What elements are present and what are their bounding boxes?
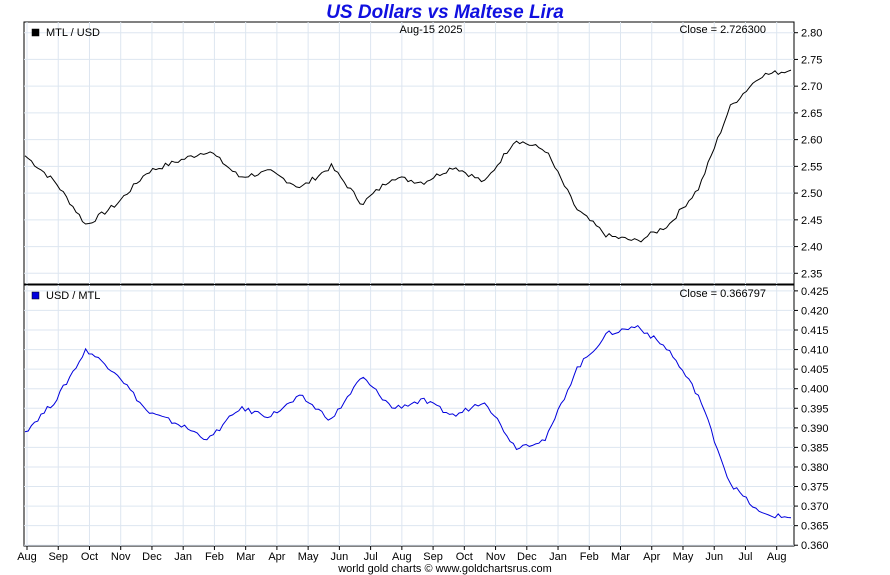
x-tick-label: Mar bbox=[236, 551, 255, 563]
x-tick-label: Oct bbox=[456, 551, 473, 563]
series-line bbox=[24, 69, 792, 243]
x-tick-label: Jan bbox=[174, 551, 192, 563]
top-panel: 2.80 2.75 2.70 2.65 2.60 2.55 2.50 2.45 2.40 2.35… bbox=[23, 21, 822, 285]
x-tick-label: Nov bbox=[486, 551, 506, 563]
x-tick-label: Sep bbox=[48, 551, 68, 563]
close-label: Close = 0.366797 bbox=[679, 288, 766, 300]
y-tick-label: 0.365 bbox=[801, 521, 829, 533]
x-tick-label: Nov bbox=[111, 551, 131, 563]
close-label: Close = 2.726300 bbox=[679, 24, 766, 36]
y-tick-label: 2.80 bbox=[801, 28, 822, 40]
x-tick-label: Feb bbox=[205, 551, 224, 563]
legend-swatch bbox=[31, 28, 40, 37]
y-tick-label: 2.75 bbox=[801, 54, 822, 66]
y-tick-label: 2.70 bbox=[801, 81, 822, 93]
y-tick-label: 0.360 bbox=[801, 540, 829, 552]
y-tick-label: 0.395 bbox=[801, 403, 829, 415]
date-label: Aug-15 2025 bbox=[400, 24, 463, 36]
legend-label: MTL / USD bbox=[46, 27, 100, 39]
y-tick-label: 0.400 bbox=[801, 384, 829, 396]
x-tick-label: Aug bbox=[392, 551, 412, 563]
series-line bbox=[24, 324, 792, 519]
y-tick-label: 2.45 bbox=[801, 215, 822, 227]
x-tick-label: Mar bbox=[611, 551, 630, 563]
bottom-panel: 0.425 0.420 0.415 0.410 0.405 0.400 0.395 0.390… bbox=[23, 284, 829, 552]
panel-frame bbox=[23, 284, 795, 547]
legend-swatch bbox=[31, 291, 40, 300]
x-tick-label: Aug bbox=[17, 551, 37, 563]
x-tick-label: Jun bbox=[705, 551, 723, 563]
y-tick-label: 2.50 bbox=[801, 188, 822, 200]
x-tick-label: Aug bbox=[767, 551, 787, 563]
y-tick-label: 0.410 bbox=[801, 345, 829, 357]
y-tick-label: 0.415 bbox=[801, 325, 829, 337]
y-tick-label: 2.60 bbox=[801, 135, 822, 147]
y-tick-label: 2.65 bbox=[801, 108, 822, 120]
x-tick-label: May bbox=[298, 551, 319, 563]
legend-label: USD / MTL bbox=[46, 290, 100, 302]
x-tick-label: Feb bbox=[580, 551, 599, 563]
y-tick-label: 0.380 bbox=[801, 462, 829, 474]
y-tick-label: 0.375 bbox=[801, 482, 829, 494]
x-tick-label: Jul bbox=[738, 551, 752, 563]
chart-title: US Dollars vs Maltese Lira bbox=[326, 2, 564, 23]
x-tick-label: Jun bbox=[330, 551, 348, 563]
y-tick-label: 0.370 bbox=[801, 501, 829, 513]
y-tick-label: 0.420 bbox=[801, 305, 829, 317]
x-tick-label: Apr bbox=[643, 551, 660, 563]
y-tick-label: 2.35 bbox=[801, 268, 822, 280]
x-tick-label: Sep bbox=[423, 551, 443, 563]
x-tick-label: Apr bbox=[268, 551, 285, 563]
y-tick-label: 0.425 bbox=[801, 286, 829, 298]
panel-frame bbox=[23, 21, 795, 285]
y-tick-label: 2.55 bbox=[801, 161, 822, 173]
y-tick-label: 2.40 bbox=[801, 242, 822, 254]
x-tick-label: Oct bbox=[81, 551, 98, 563]
x-axis: Aug Sep Oct Nov Dec Jan Feb Mar Apr May Jun Jul Aug S… bbox=[17, 546, 786, 563]
x-tick-label: Dec bbox=[517, 551, 537, 563]
x-tick-label: Dec bbox=[142, 551, 162, 563]
x-tick-label: May bbox=[673, 551, 694, 563]
y-tick-label: 0.385 bbox=[801, 442, 829, 454]
x-tick-label: Jan bbox=[549, 551, 567, 563]
x-tick-label: Jul bbox=[364, 551, 378, 563]
footer-credit: world gold charts © www.goldchartsrus.co… bbox=[338, 563, 552, 575]
y-tick-label: 0.390 bbox=[801, 423, 829, 435]
y-tick-label: 0.405 bbox=[801, 364, 829, 376]
